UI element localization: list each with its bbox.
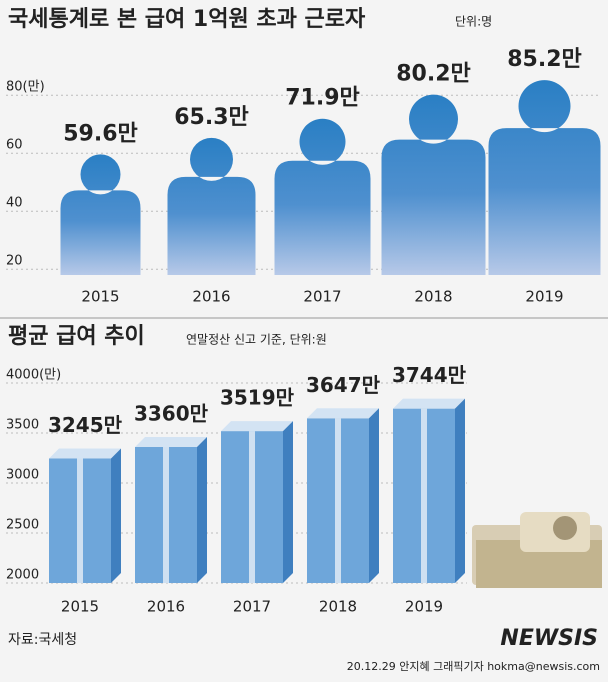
x-tick-label: 2018 <box>414 288 452 306</box>
money-illustration <box>472 512 602 588</box>
y-tick-label: 3000 <box>6 468 39 483</box>
y-tick-label: 2500 <box>6 518 39 533</box>
y-tick-label: 80(만) <box>6 80 45 95</box>
bar-stripe <box>249 431 255 583</box>
person-figure <box>274 118 371 276</box>
unit: 단위:명 <box>455 15 492 29</box>
chart-title: 평균 급여 추이 <box>8 324 145 349</box>
x-tick-label: 2015 <box>81 288 119 306</box>
person-figure <box>60 154 141 275</box>
x-tick-label: 2016 <box>147 598 185 616</box>
chart-title: 국세통계로 본 급여 1억원 초과 근로자 <box>8 7 366 32</box>
y-tick-label: 2000 <box>6 568 39 583</box>
bar-stripe <box>335 418 341 583</box>
y-tick-label: 4000(만) <box>6 368 61 383</box>
value-label: 85.2만 <box>507 47 582 72</box>
x-tick-label: 2016 <box>192 288 230 306</box>
y-tick-label: 3500 <box>6 418 39 433</box>
value-label: 65.3만 <box>174 105 249 130</box>
person-figure <box>381 94 486 276</box>
bar-top <box>393 398 465 409</box>
bar-top <box>307 408 379 419</box>
value-label: 3245만 <box>48 413 123 437</box>
bar-top <box>49 448 121 459</box>
x-tick-label: 2017 <box>303 288 341 306</box>
value-label: 3519만 <box>220 386 295 410</box>
bar-side <box>455 398 465 583</box>
source: 자료:국세청 <box>8 632 77 648</box>
bar-side <box>283 421 293 583</box>
y-tick-label: 20 <box>6 254 23 269</box>
bar-stripe <box>77 458 83 583</box>
value-label: 80.2만 <box>396 62 471 87</box>
bar-side <box>369 408 379 583</box>
value-label: 3744만 <box>392 363 467 387</box>
y-tick-label: 40 <box>6 196 23 211</box>
x-tick-label: 2017 <box>233 598 271 616</box>
value-label: 3360만 <box>134 402 209 426</box>
bar-stripe <box>163 447 169 583</box>
watermark: NEWSIS <box>500 626 598 651</box>
bar-top <box>221 421 293 432</box>
x-tick-label: 2019 <box>405 598 443 616</box>
person-figure <box>488 80 601 276</box>
x-tick-label: 2015 <box>61 598 99 616</box>
bar-stripe <box>421 408 427 583</box>
credit: 20.12.29 안지혜 그래픽기자 hokma@newsis.com <box>347 660 600 673</box>
subtitle: 연말정산 신고 기준, 단위:원 <box>186 333 327 347</box>
bar-side <box>111 448 121 583</box>
value-label: 71.9만 <box>285 86 360 111</box>
value-label: 3647만 <box>306 373 381 397</box>
y-tick-label: 60 <box>6 138 23 153</box>
value-label: 59.6만 <box>63 121 138 146</box>
x-tick-label: 2019 <box>525 288 563 306</box>
bar-top <box>135 437 207 447</box>
person-figure <box>167 137 256 275</box>
x-tick-label: 2018 <box>319 598 357 616</box>
bar-side <box>197 437 207 583</box>
